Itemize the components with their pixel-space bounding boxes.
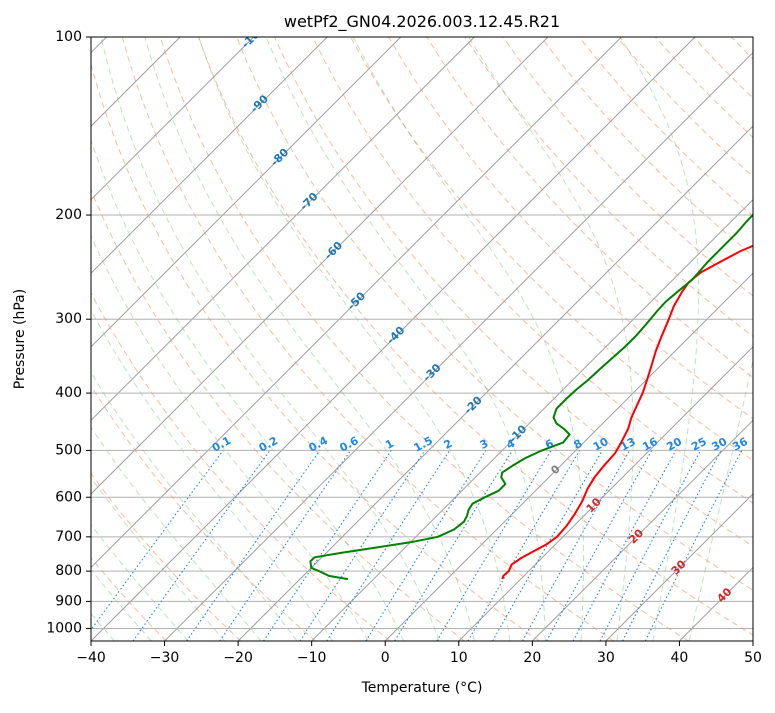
y-tick-label: 600 [55, 489, 82, 505]
x-tick-label: −30 [150, 650, 180, 666]
y-tick-label: 100 [55, 29, 82, 45]
x-tick-label: 50 [744, 650, 762, 666]
x-tick-label: −10 [297, 650, 327, 666]
y-tick-label: 200 [55, 207, 82, 223]
y-axis-label: Pressure (hPa) [12, 289, 28, 389]
x-tick-label: 10 [450, 650, 468, 666]
y-tick-label: 700 [55, 529, 82, 545]
x-tick-label: 40 [671, 650, 689, 666]
x-tick-label: 0 [381, 650, 390, 666]
x-tick-label: 20 [523, 650, 541, 666]
x-axis-label: Temperature (°C) [361, 680, 483, 696]
x-tick-label: 30 [597, 650, 615, 666]
y-tick-label: 300 [55, 311, 82, 327]
chart-title: wetPf2_GN04.2026.003.12.45.R21 [284, 12, 560, 32]
x-tick-label: −40 [76, 650, 106, 666]
y-tick-label: 900 [55, 593, 82, 609]
y-tick-label: 500 [55, 442, 82, 458]
y-tick-label: 1000 [46, 620, 82, 636]
y-tick-label: 400 [55, 385, 82, 401]
y-tick-label: 800 [55, 563, 82, 579]
x-tick-label: −20 [223, 650, 253, 666]
